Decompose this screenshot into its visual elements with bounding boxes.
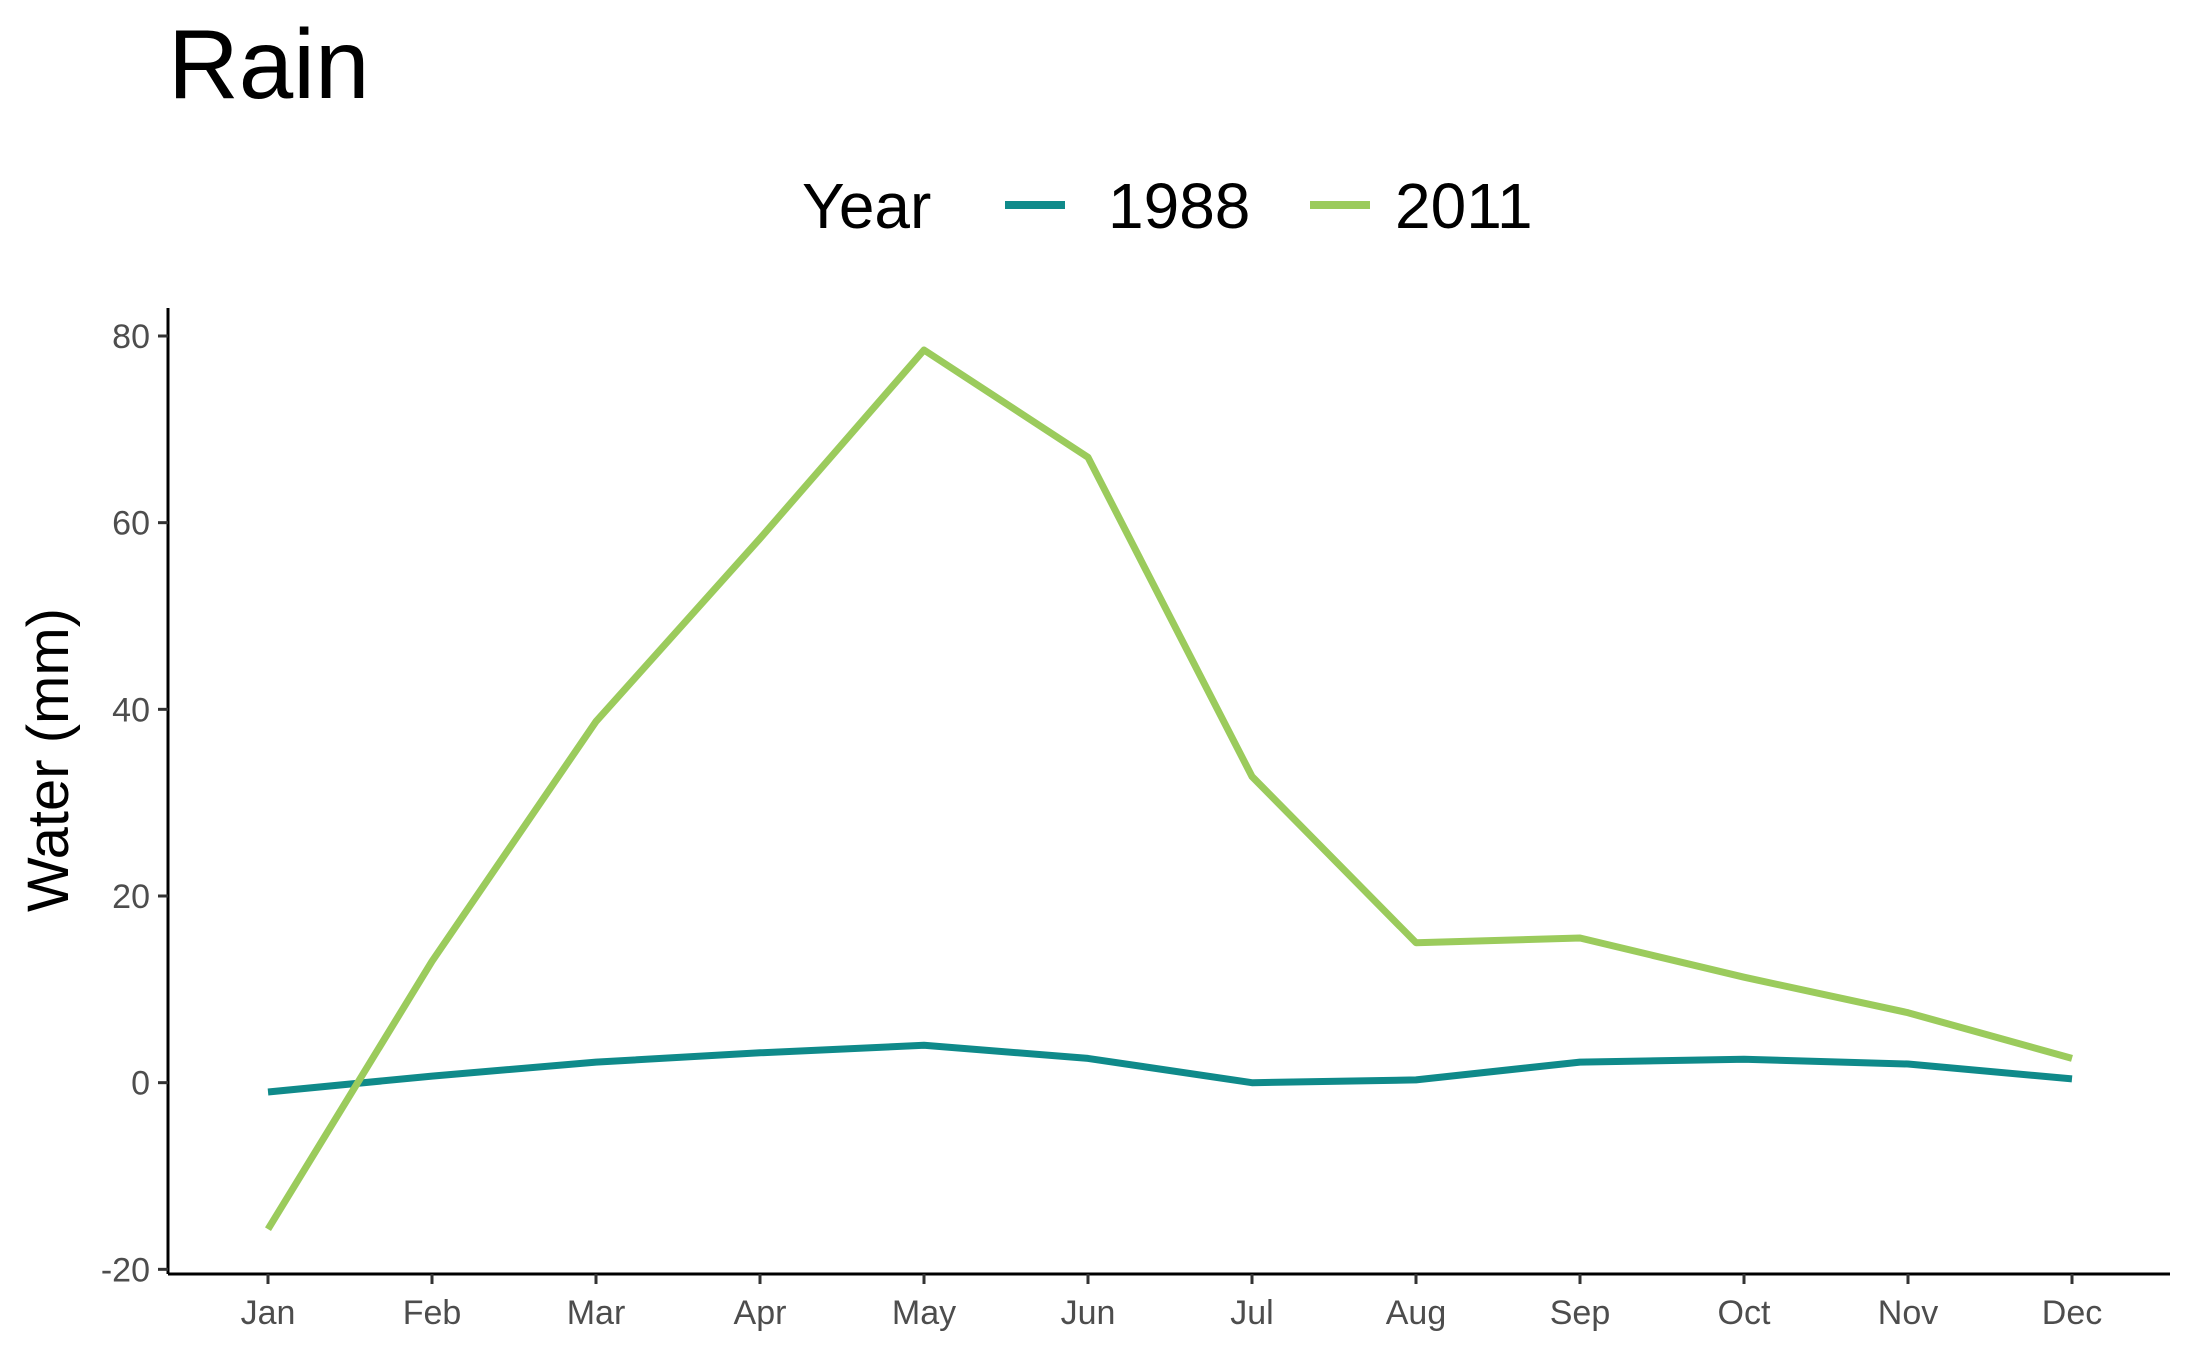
y-tick-label: -20 bbox=[101, 1251, 150, 1289]
chart-title: Rain bbox=[168, 9, 370, 119]
series-line-2011 bbox=[265, 346, 2073, 1232]
y-tick-label: 20 bbox=[112, 878, 150, 916]
axes bbox=[166, 308, 2170, 1276]
y-tick-label: 60 bbox=[112, 505, 150, 543]
legend: Year 1988 2011 bbox=[802, 170, 1533, 242]
series-layer bbox=[265, 346, 2073, 1232]
x-tick-label: Jan bbox=[241, 1294, 296, 1332]
legend-label-2011: 2011 bbox=[1395, 170, 1533, 242]
x-ticks: Jan Feb Mar Apr May Jun Jul Aug Sep Oct Nov Dec bbox=[241, 1274, 2102, 1332]
x-tick-label: Oct bbox=[1718, 1294, 1771, 1332]
y-tick-label: 80 bbox=[112, 318, 150, 356]
y-tick-label: 40 bbox=[112, 691, 150, 729]
x-tick-label: Mar bbox=[567, 1294, 626, 1332]
legend-title: Year bbox=[802, 170, 931, 242]
y-axis-title: Water (mm) bbox=[16, 608, 81, 912]
x-tick-label: Aug bbox=[1386, 1294, 1447, 1332]
series-line-1988 bbox=[267, 1041, 2073, 1096]
x-tick-label: Jun bbox=[1061, 1294, 1116, 1332]
x-tick-label: Jul bbox=[1230, 1294, 1273, 1332]
x-tick-label: May bbox=[892, 1294, 956, 1332]
legend-label-1988: 1988 bbox=[1108, 170, 1250, 242]
x-tick-label: Apr bbox=[734, 1294, 787, 1332]
x-tick-label: Sep bbox=[1550, 1294, 1611, 1332]
x-tick-label: Dec bbox=[2042, 1294, 2102, 1332]
y-tick-label: 0 bbox=[131, 1065, 150, 1103]
x-tick-label: Nov bbox=[1878, 1294, 1938, 1332]
x-tick-label: Feb bbox=[403, 1294, 462, 1332]
y-ticks: -20 0 20 40 60 80 bbox=[101, 318, 168, 1289]
